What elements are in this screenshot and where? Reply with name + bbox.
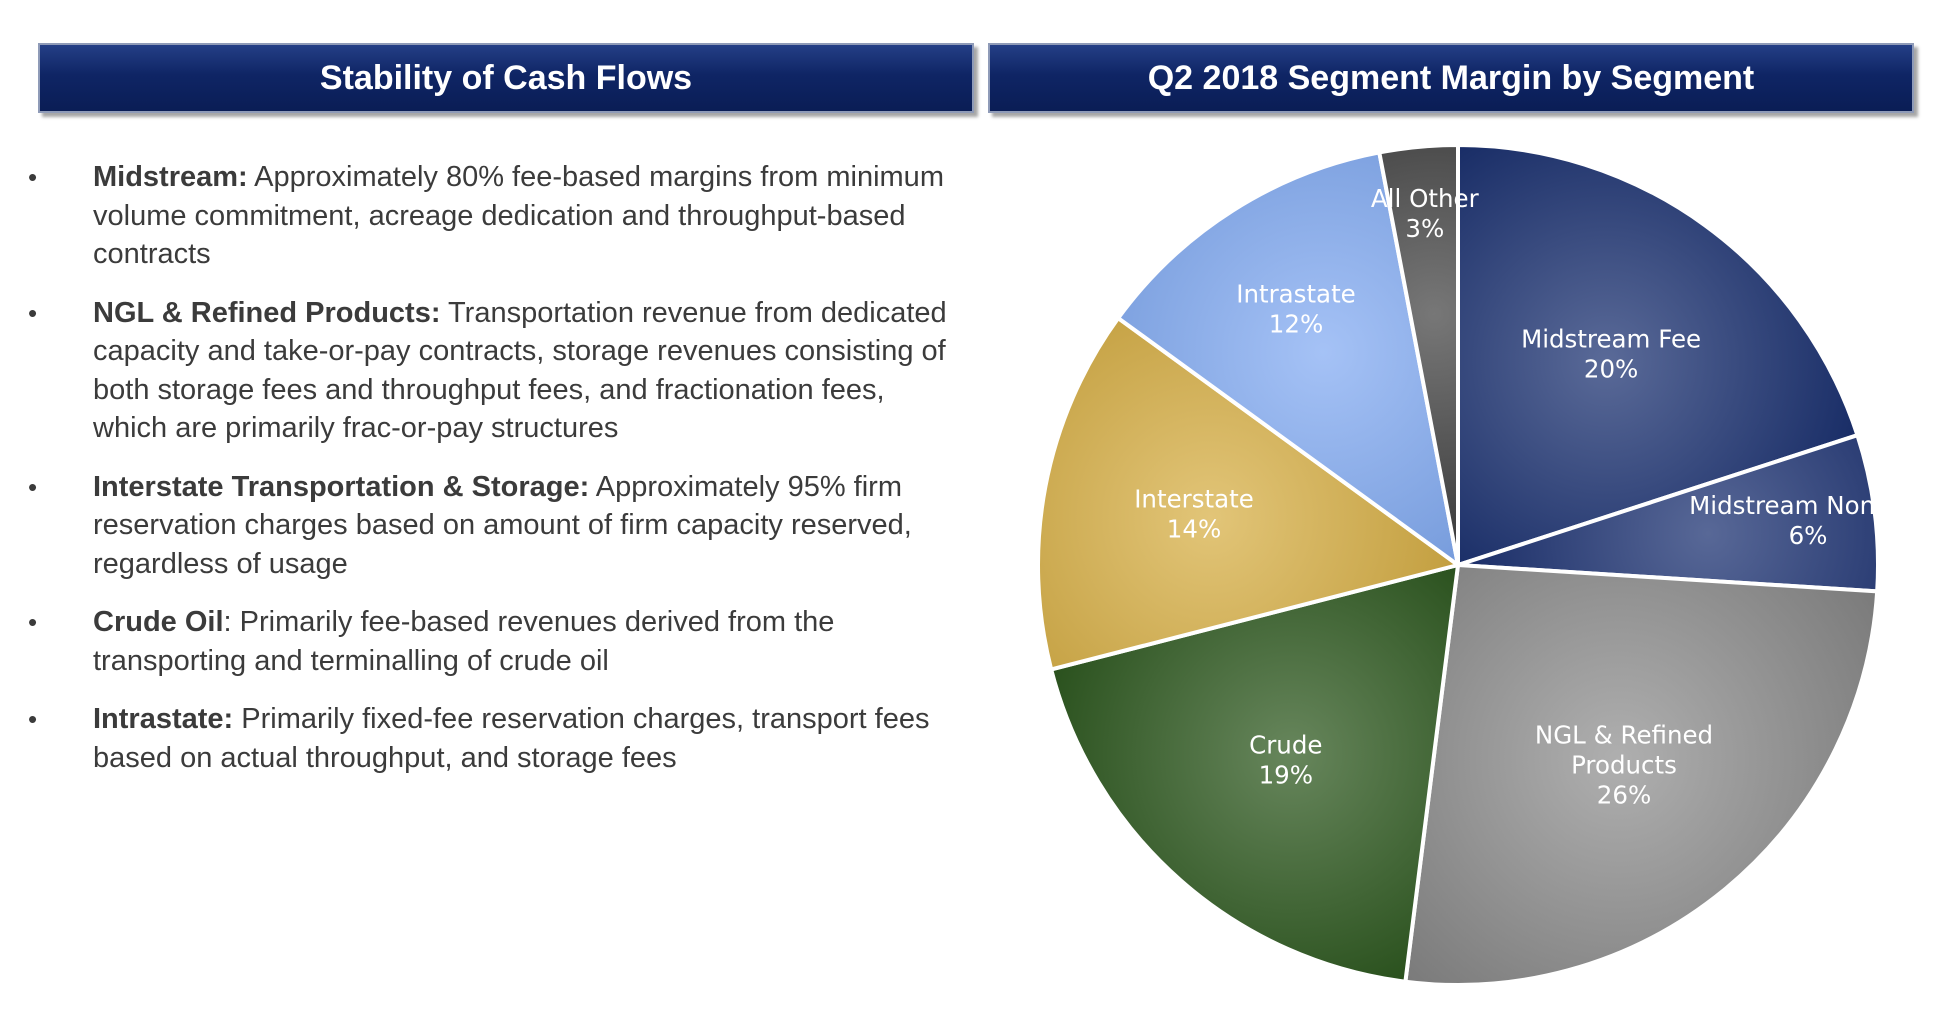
pie-slice-crude [1049,563,1460,984]
pie-label-crude: Crude 19% [1249,730,1322,789]
pie-label-midstream-non-fee: Midstream Non-Fee 6% [1689,491,1927,550]
chart-title-banner: Q2 2018 Segment Margin by Segment [988,43,1914,113]
bullet-heading: Midstream: [93,161,248,193]
bullet-interstate: • Interstate Transportation & Storage: A… [20,468,950,584]
pie-slice-interstate [1036,316,1460,672]
segment-margin-pie-chart: Midstream Fee 20% Midstream Non-Fee 6% NGL &… [1036,143,1927,987]
bullet-dot-icon: • [28,704,38,734]
bullet-dot-icon: • [28,297,38,328]
pie-slice-ngl-and-refined-products [1403,563,1880,987]
pie-label-intrastate: Intrastate 12% [1236,280,1356,339]
pie-label-ngl-and-refined-products: NGL & Refined Products 26% [1535,721,1713,810]
bullet-dot-icon: • [28,162,38,192]
bullet-text: Transportation revenue from dedicated ca… [93,296,947,445]
pie-label-midstream-fee: Midstream Fee 20% [1521,324,1701,383]
bullet-crude-oil: • Crude Oil: Primarily fee-based revenue… [20,603,950,680]
pie-slices [1036,143,1880,987]
pie-label-interstate: Interstate 14% [1134,485,1254,544]
bullet-heading: NGL & Refined Products: [93,296,441,329]
bullet-dot-icon: • [28,607,38,637]
bullet-dot-icon: • [28,471,38,502]
pie-labels: Midstream Fee 20% Midstream Non-Fee 6% NGL &… [1134,184,1927,810]
bullet-intrastate: • Intrastate: Primarily fixed-fee reserv… [20,700,950,777]
cash-flow-bullet-list: • Midstream: Approximately 80% fee-based… [20,158,950,797]
pie-slice-midstream-fee [1456,143,1860,567]
bullet-text: Primarily fixed-fee reservation charges,… [93,703,930,774]
bullet-text: Approximately 95% firm reservation charg… [93,470,912,580]
bullet-heading: Interstate Transportation & Storage: [93,470,590,503]
stability-title-banner: Stability of Cash Flows [38,43,974,113]
pie-slice-intrastate [1116,150,1460,567]
pie-slice-all-other [1377,143,1460,567]
bullet-ngl-refined-products: • NGL & Refined Products: Transportation… [20,294,950,448]
bullet-heading: Crude Oil [93,606,224,638]
chart-title: Q2 2018 Segment Margin by Segment [1147,58,1755,97]
pie-label-all-other: All Other 3% [1371,184,1480,243]
bullet-text: : Primarily fee-based revenues derived f… [93,606,835,677]
stability-title: Stability of Cash Flows [319,58,693,97]
bullet-heading: Intrastate: [93,703,234,735]
bullet-text: Approximately 80% fee-based margins from… [93,161,944,270]
pie-slice-midstream-non-fee [1456,433,1880,594]
bullet-midstream: • Midstream: Approximately 80% fee-based… [20,158,950,274]
